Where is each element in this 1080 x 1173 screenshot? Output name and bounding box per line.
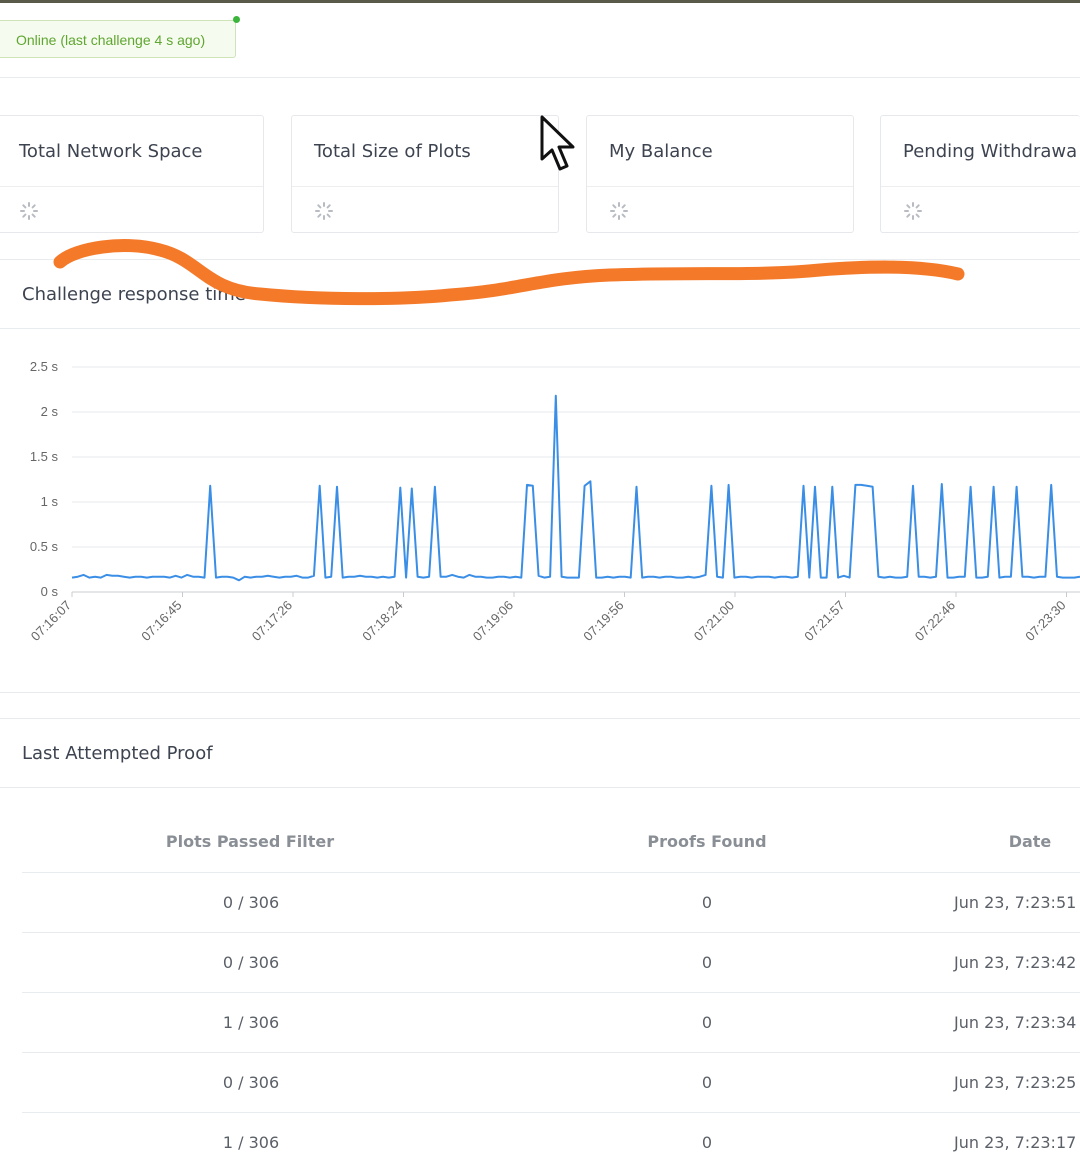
- divider: [0, 787, 1080, 788]
- status-text: Online (last challenge 4 s ago): [16, 32, 206, 48]
- status-badge: Online (last challenge 4 s ago): [0, 20, 236, 58]
- proofs-found-cell: 0: [701, 1073, 713, 1092]
- response-time-series-line: [71, 394, 1080, 582]
- x-tick-label: 07:21:57: [801, 598, 847, 644]
- card-divider: [881, 186, 1080, 187]
- column-header-plots[interactable]: Plots Passed Filter: [165, 832, 335, 851]
- loading-spinner-icon: [904, 202, 922, 220]
- mouse-cursor-icon: [540, 115, 575, 171]
- plots-passed-cell: 1 / 306: [222, 1013, 280, 1032]
- column-header-proofs[interactable]: Proofs Found: [647, 832, 767, 851]
- y-tick-label: 1.5 s: [30, 449, 59, 464]
- date-cell: Jun 23, 7:23:25 A: [954, 1073, 1080, 1092]
- date-cell: Jun 23, 7:23:42 A: [954, 953, 1080, 972]
- response-time-chart: 0 s 0.5 s 1 s 1.5 s 2 s 2.5 s 07:16:07 07:16:45…: [28, 359, 1080, 644]
- x-tick-label: 07:16:45: [138, 598, 184, 644]
- date-cell: Jun 23, 7:23:17 A: [954, 1133, 1080, 1152]
- y-tick-label: 0.5 s: [30, 539, 59, 554]
- top-border: [0, 0, 1080, 3]
- x-tick-label: 07:19:56: [580, 598, 626, 644]
- x-tick-label: 07:23:30: [1022, 598, 1068, 644]
- plots-passed-cell: 0 / 306: [222, 953, 280, 972]
- column-header-date[interactable]: Date: [1008, 832, 1052, 851]
- plots-passed-cell: 1 / 306: [222, 1133, 280, 1152]
- divider: [0, 259, 1080, 260]
- card-divider: [0, 186, 263, 187]
- proof-section-title: Last Attempted Proof: [22, 743, 213, 764]
- date-cell: Jun 23, 7:23:34 A: [954, 1013, 1080, 1032]
- card-divider: [587, 186, 853, 187]
- scribble-annotation: [53, 239, 965, 306]
- proofs-found-cell: 0: [701, 1013, 713, 1032]
- x-tick-label: 07:18:24: [359, 598, 405, 644]
- date-cell: Jun 23, 7:23:51 A: [954, 893, 1080, 912]
- x-tick-label: 07:16:07: [28, 598, 74, 644]
- table-row: 0 / 306 0 Jun 23, 7:23:25 A: [22, 1052, 1080, 1113]
- card-my-balance: My Balance: [586, 115, 854, 233]
- divider: [0, 328, 1080, 329]
- table-row: 0 / 306 0 Jun 23, 7:23:51 A: [22, 872, 1080, 933]
- card-total-size-of-plots: Total Size of Plots: [291, 115, 559, 233]
- card-title: Total Size of Plots: [314, 141, 471, 162]
- proofs-found-cell: 0: [701, 953, 713, 972]
- x-tick-label: 07:19:06: [470, 598, 516, 644]
- card-divider: [292, 186, 558, 187]
- x-tick-label: 07:22:46: [912, 598, 958, 644]
- card-title: My Balance: [609, 141, 713, 162]
- divider: [0, 692, 1080, 693]
- card-total-network-space: Total Network Space: [0, 115, 264, 233]
- loading-spinner-icon: [315, 202, 333, 220]
- online-dot-icon: [233, 16, 240, 23]
- plots-passed-cell: 0 / 306: [222, 893, 280, 912]
- proofs-found-cell: 0: [701, 893, 713, 912]
- plots-passed-cell: 0 / 306: [222, 1073, 280, 1092]
- x-tick-label: 07:21:00: [691, 598, 737, 644]
- x-tick-label: 07:17:26: [249, 598, 295, 644]
- y-tick-label: 2.5 s: [30, 359, 59, 374]
- table-row: 1 / 306 0 Jun 23, 7:23:17 A: [22, 1112, 1080, 1173]
- card-title: Total Network Space: [19, 141, 203, 162]
- loading-spinner-icon: [610, 202, 628, 220]
- proofs-found-cell: 0: [701, 1133, 713, 1152]
- y-tick-label: 1 s: [41, 494, 59, 509]
- divider: [0, 77, 1080, 78]
- table-row: 0 / 306 0 Jun 23, 7:23:42 A: [22, 932, 1080, 993]
- loading-spinner-icon: [20, 202, 38, 220]
- chart-title: Challenge response time: [22, 284, 246, 305]
- card-pending-withdrawal: Pending Withdrawa: [880, 115, 1080, 233]
- table-row: 1 / 306 0 Jun 23, 7:23:34 A: [22, 992, 1080, 1053]
- y-tick-label: 2 s: [41, 404, 59, 419]
- card-title: Pending Withdrawa: [903, 141, 1078, 162]
- divider: [0, 718, 1080, 719]
- y-tick-label: 0 s: [41, 584, 59, 599]
